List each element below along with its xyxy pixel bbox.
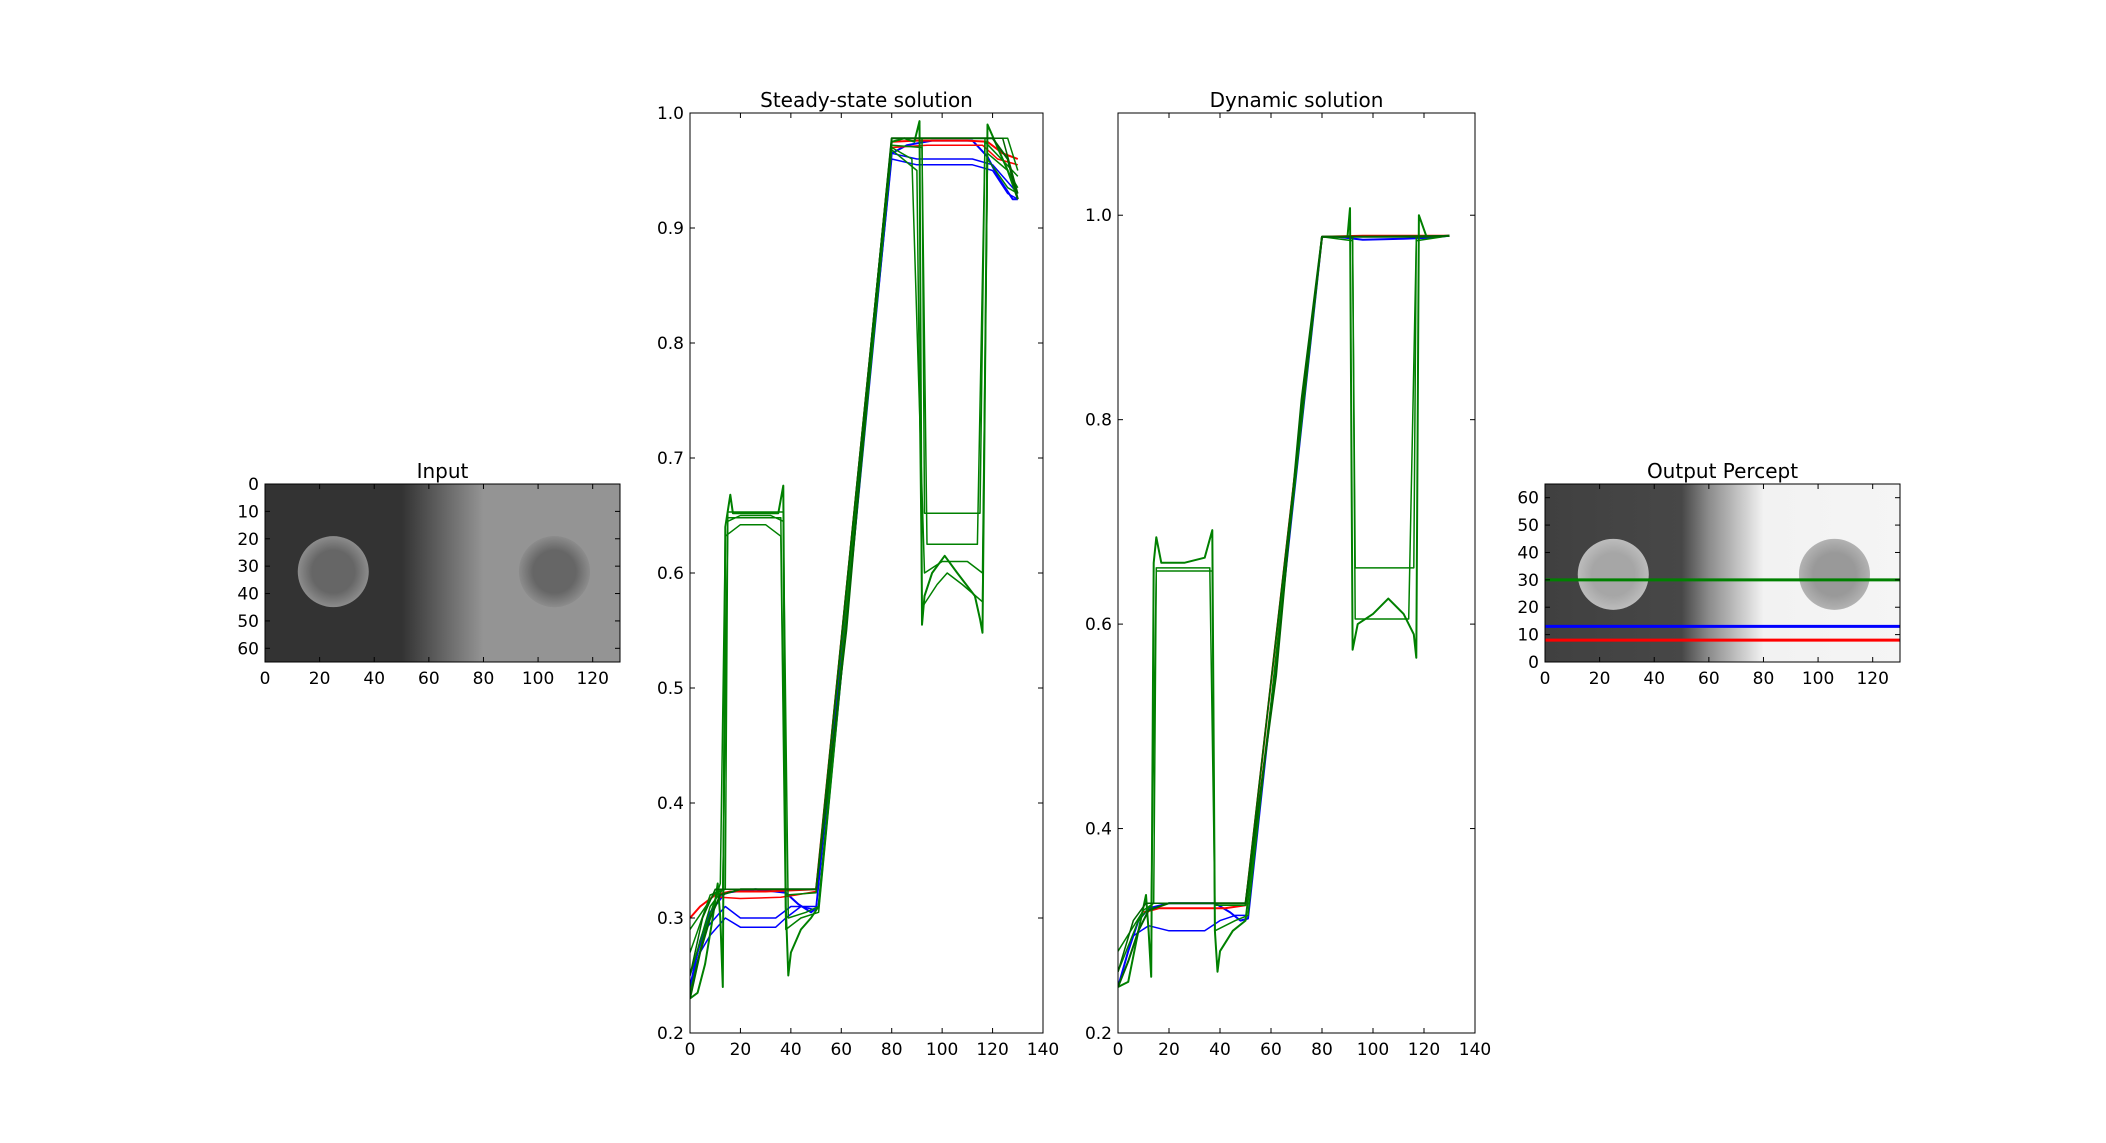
output-title: Output Percept [1647, 459, 1798, 483]
series-line-3 [1118, 207, 1450, 988]
x-tick-label: 0 [1113, 1040, 1124, 1060]
series-line-2 [690, 152, 1019, 976]
series-line-7 [1118, 234, 1450, 972]
y-tick-label: 0.9 [657, 219, 684, 239]
output-panel: Output Percept 0 20 40 60 80 100 120 0 10 20 30 40 5… [1517, 459, 1901, 689]
x-tick-label: 140 [1459, 1040, 1491, 1060]
y-tick-label: 10 [1517, 626, 1539, 646]
steady-panel: Steady-state solution 0 20 40 60 80 100 120 140… [657, 88, 1059, 1060]
y-tick-label: 40 [237, 585, 259, 605]
steady-title: Steady-state solution [760, 88, 973, 112]
y-tick-label: 0.8 [657, 334, 684, 354]
x-tick-label: 80 [1311, 1040, 1333, 1060]
y-tick-label: 0.6 [657, 564, 684, 584]
y-tick-label: 0.4 [657, 794, 684, 814]
x-tick-label: 120 [1856, 669, 1888, 689]
y-tick-label: 0.4 [1085, 820, 1112, 840]
y-tick-label: 50 [1517, 516, 1539, 536]
x-tick-label: 60 [1698, 669, 1720, 689]
output-image [1545, 484, 1900, 662]
x-tick-label: 40 [780, 1040, 802, 1060]
x-tick-label: 100 [522, 669, 554, 689]
series-line-1 [1132, 914, 1246, 937]
y-tick-label: 20 [237, 530, 259, 550]
y-tick-label: 0.5 [657, 679, 684, 699]
y-tick-label: 0.7 [657, 449, 684, 469]
y-tick-label: 1.0 [657, 104, 684, 124]
x-tick-label: 120 [1408, 1040, 1440, 1060]
dynamic-frame [1117, 112, 1476, 1034]
y-tick-label: 1.0 [1085, 206, 1112, 226]
y-tick-label: 0.6 [1085, 615, 1112, 635]
dynamic-panel: Dynamic solution 0 20 40 60 80 100 120 140 0.2 0.… [1085, 88, 1491, 1060]
y-tick-label: 40 [1517, 543, 1539, 563]
x-tick-label: 40 [363, 669, 385, 689]
y-tick-label: 30 [1517, 571, 1539, 591]
series-line-4 [720, 144, 1019, 900]
y-tick-label: 0 [1528, 653, 1539, 673]
x-tick-label: 60 [830, 1040, 852, 1060]
x-tick-label: 120 [976, 1040, 1008, 1060]
x-tick-label: 0 [1540, 669, 1551, 689]
series-line-4 [1118, 234, 1450, 972]
x-tick-label: 100 [1802, 669, 1834, 689]
x-tick-label: 100 [926, 1040, 958, 1060]
x-tick-label: 100 [1357, 1040, 1389, 1060]
x-tick-label: 20 [309, 669, 331, 689]
y-tick-label: 50 [237, 612, 259, 632]
x-tick-label: 80 [881, 1040, 903, 1060]
y-tick-label: 20 [1517, 598, 1539, 618]
x-tick-label: 20 [1158, 1040, 1180, 1060]
input-image [265, 484, 620, 662]
disk-halo-0 [1577, 538, 1649, 610]
x-tick-label: 80 [1753, 669, 1775, 689]
x-tick-label: 140 [1027, 1040, 1059, 1060]
series-line-1 [690, 158, 1019, 988]
x-tick-label: 60 [1260, 1040, 1282, 1060]
y-tick-label: 0.2 [1085, 1024, 1112, 1044]
series-line-2 [1143, 234, 1450, 914]
disk-halo-1 [1798, 538, 1870, 610]
dynamic-title: Dynamic solution [1210, 88, 1384, 112]
input-frame [264, 483, 621, 663]
steady-frame [689, 112, 1044, 1034]
x-tick-label: 60 [418, 669, 440, 689]
series-line-6 [690, 149, 1019, 993]
x-tick-label: 20 [730, 1040, 752, 1060]
x-tick-label: 80 [473, 669, 495, 689]
x-tick-label: 120 [576, 669, 608, 689]
output-frame [1544, 483, 1901, 663]
series-line-7 [690, 146, 1019, 976]
y-tick-label: 0.8 [1085, 411, 1112, 431]
series-line-0 [690, 139, 1018, 988]
x-tick-label: 0 [685, 1040, 696, 1060]
y-tick-label: 60 [1517, 489, 1539, 509]
y-tick-label: 0.3 [657, 909, 684, 929]
series-line-10 [690, 137, 1019, 999]
input-panel: Input 0 20 40 60 80 100 120 0 10 20 30 40 50 60 [237, 459, 621, 689]
input-title: Input [417, 459, 469, 483]
series-line-11 [690, 137, 1019, 976]
x-tick-label: 0 [260, 669, 271, 689]
y-tick-label: 60 [237, 639, 259, 659]
x-tick-label: 20 [1589, 669, 1611, 689]
y-tick-label: 0.2 [657, 1024, 684, 1044]
disk-halo-1 [518, 536, 590, 608]
x-tick-label: 40 [1643, 669, 1665, 689]
disk-halo-0 [297, 536, 369, 608]
y-tick-label: 0 [248, 475, 259, 495]
series-line-5 [690, 120, 1019, 1000]
y-tick-label: 10 [237, 502, 259, 522]
x-tick-label: 40 [1209, 1040, 1231, 1060]
y-tick-label: 30 [237, 557, 259, 577]
